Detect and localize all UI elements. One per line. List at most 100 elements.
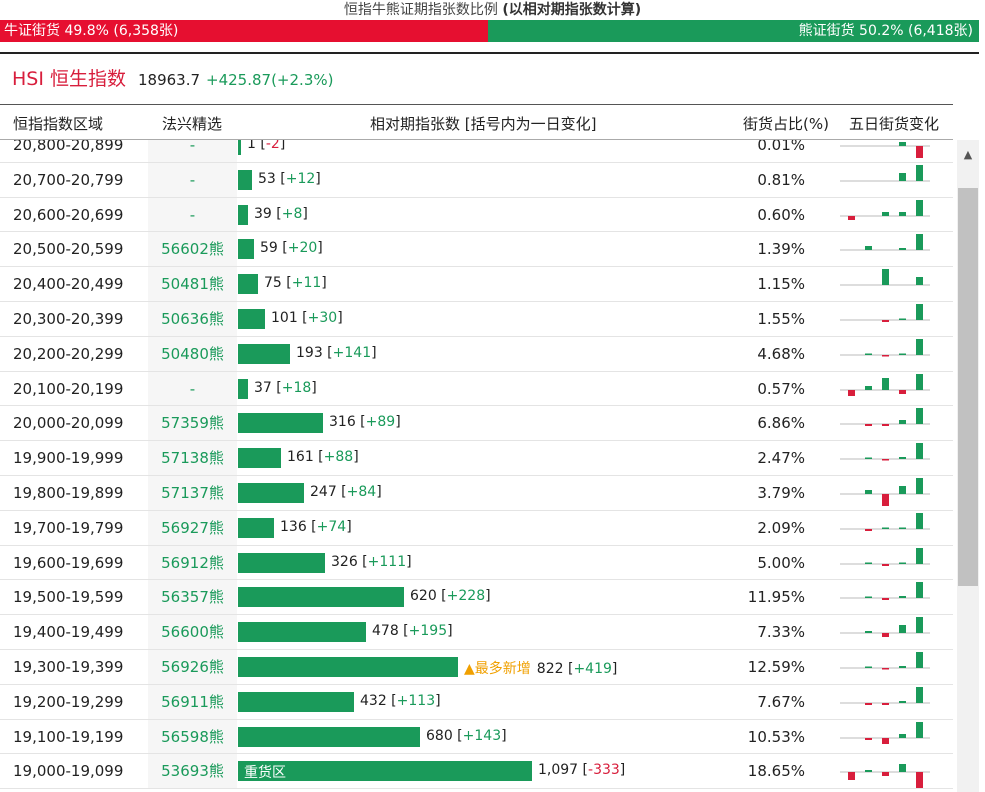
count-change: +141 [332, 344, 372, 361]
share-cell: 6.86% [757, 414, 805, 433]
pick-cell[interactable]: 56927熊 [148, 510, 237, 545]
table-row[interactable]: 19,100-19,199 56598熊 680 [+143] 10.53% [0, 719, 953, 755]
count-cell: 59 [+20] [260, 240, 323, 257]
five-day-sparkline [840, 338, 930, 357]
five-day-sparkline [840, 477, 930, 506]
pick-cell: - [148, 162, 237, 197]
count-value: 316 [329, 414, 356, 431]
ratio-title-note: (以相对期指张数计算) [502, 2, 642, 18]
sparkline-bar [899, 733, 906, 738]
count-bar [238, 552, 325, 573]
sparkline-bar [916, 512, 923, 529]
table-row[interactable]: 20,400-20,499 50481熊 75 [+11] 1.15% [0, 267, 953, 302]
count-value: 432 [360, 692, 387, 709]
count-change: +143 [462, 727, 502, 744]
header-trend: 五日街货变化 [849, 115, 940, 133]
table-row[interactable]: 19,000-19,099 53693熊 重货区 1,097 [-333] 18.65% [0, 754, 953, 790]
table-row[interactable]: 20,600-20,699 -39 [+8] 0.60% [0, 197, 953, 233]
pick-cell[interactable]: 56912熊 [148, 545, 237, 580]
pick-cell[interactable]: 50636熊 [148, 301, 237, 336]
caret-up-icon[interactable]: ▲ [963, 147, 973, 161]
table-row[interactable]: 19,700-19,799 56927熊 136 [+74] 2.09% [0, 510, 953, 546]
table-row[interactable]: 20,100-20,199 -37 [+18] 0.57% [0, 371, 953, 407]
sparkline-bar [865, 562, 872, 564]
pick-cell[interactable]: 57137熊 [148, 475, 237, 510]
pick-cell[interactable]: 56911熊 [148, 684, 237, 719]
pick-cell[interactable]: 50480熊 [148, 336, 237, 371]
sparkline-bar [865, 457, 872, 460]
table-row[interactable]: 20,500-20,599 56602熊 59 [+20] 1.39% [0, 232, 953, 268]
pick-cell[interactable]: 56926熊 [148, 649, 237, 684]
count-change: +84 [346, 483, 377, 500]
pick-cell[interactable]: 56357熊 [148, 580, 237, 615]
table-row[interactable]: 19,600-19,699 56912熊 326 [+111] 5.00% [0, 545, 953, 581]
table-row[interactable]: 19,500-19,599 56357熊 620 [+228] 11.95% [0, 580, 953, 616]
vertical-scrollbar[interactable]: ▲ [957, 140, 979, 792]
pick-cell[interactable]: 50481熊 [148, 267, 237, 301]
table-row[interactable]: 20,800-20,899 -1 [-2] 0.01% [0, 140, 953, 163]
sparkline-bar [899, 562, 906, 564]
count-change: +419 [573, 660, 612, 677]
count-change: +30 [307, 309, 338, 326]
count-value: 478 [372, 623, 399, 640]
count-value: 75 [264, 275, 282, 292]
pick-cell: - [148, 371, 237, 406]
sparkline-bar [916, 547, 923, 564]
sparkline-bar [865, 737, 872, 740]
sparkline-bar [916, 303, 923, 320]
scroll-thumb[interactable] [958, 188, 978, 586]
count-change: +89 [365, 414, 396, 431]
table-header: 恒指指数区域 法兴精选 相对期指张数 [括号内为一日变化] 街货占比(%) 五日… [0, 104, 953, 140]
count-cell: 39 [+8] [254, 205, 308, 222]
count-bar [238, 587, 404, 608]
table-row[interactable]: 19,900-19,999 57138熊 161 [+88] 2.47% [0, 441, 953, 476]
sparkline-bar [882, 377, 889, 390]
share-cell: 1.15% [757, 275, 805, 294]
pick-cell[interactable]: 56598熊 [148, 719, 237, 754]
sparkline-bar [899, 142, 906, 146]
pick-cell[interactable]: 57138熊 [148, 441, 237, 475]
count-bar [238, 482, 304, 503]
share-cell: 0.81% [757, 170, 805, 189]
range-cell: 20,300-20,399 [13, 309, 124, 328]
sparkline-bar [916, 199, 923, 216]
range-cell: 19,500-19,599 [13, 588, 124, 607]
sparkline-bar [899, 457, 906, 460]
table-row[interactable]: 20,200-20,299 50480熊 193 [+141] 4.68% [0, 336, 953, 372]
index-name[interactable]: HSI 恒生指数 [12, 68, 126, 90]
table-row[interactable]: 20,000-20,099 57359熊 316 [+89] 6.86% [0, 406, 953, 442]
count-change: +18 [281, 379, 312, 396]
pick-cell[interactable]: 53693熊 [148, 754, 237, 789]
count-bar [238, 691, 354, 712]
bar-label: 重货区 [244, 765, 286, 782]
pick-cell[interactable]: 57359熊 [148, 406, 237, 441]
table-row[interactable]: 19,400-19,499 56600熊 478 [+195] 7.33% [0, 615, 953, 650]
pick-cell[interactable]: 56600熊 [148, 615, 237, 649]
count-change: +20 [287, 240, 318, 257]
five-day-sparkline [840, 686, 930, 705]
table-row[interactable]: 19,200-19,299 56911熊 432 [+113] 7.67% [0, 684, 953, 720]
sparkline-bar [865, 770, 872, 773]
sparkline-bar [899, 389, 906, 394]
count-value: 1,097 [538, 762, 579, 779]
sparkline-bar [916, 277, 923, 286]
count-cell: 1,097 [-333] [538, 762, 626, 779]
sparkline-bar [899, 596, 906, 599]
five-day-sparkline [840, 582, 930, 601]
range-cell: 20,500-20,599 [13, 240, 124, 259]
sparkline-bar [916, 443, 923, 460]
sparkline-bar [916, 617, 923, 634]
table-row[interactable]: 20,300-20,399 50636熊 101 [+30] 1.55% [0, 301, 953, 337]
table-row[interactable]: 20,700-20,799 - 53 [+12] 0.81% [0, 162, 953, 198]
most-added-tag: ▲最多新增 [464, 660, 531, 677]
table-row[interactable]: 19,800-19,899 57137熊 247 [+84] 3.79% [0, 475, 953, 511]
count-value: 247 [310, 483, 337, 500]
table-body[interactable]: 20,800-20,899-1 [-2] 0.01% 20,700-20,799-5… [0, 140, 953, 792]
sparkline-bar [882, 772, 889, 777]
five-day-sparkline [840, 651, 930, 670]
count-value: 161 [287, 449, 314, 466]
range-cell: 19,100-19,199 [13, 727, 124, 746]
count-value: 101 [271, 309, 298, 326]
table-row[interactable]: 19,300-19,399 56926熊 ▲最多新增 822 [+419] 12.59% [0, 649, 953, 685]
pick-cell[interactable]: 56602熊 [148, 232, 237, 267]
